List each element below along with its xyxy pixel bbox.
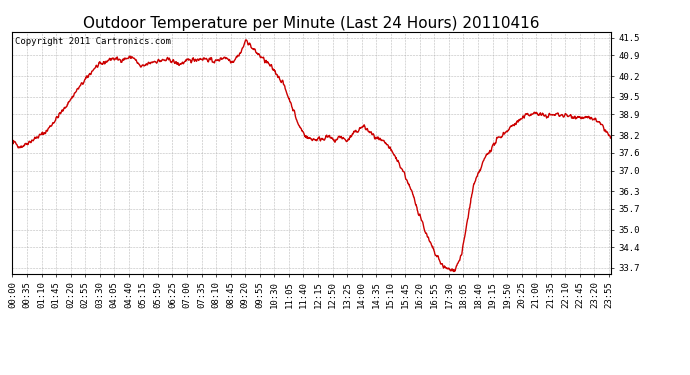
Text: Copyright 2011 Cartronics.com: Copyright 2011 Cartronics.com [15, 37, 171, 46]
Title: Outdoor Temperature per Minute (Last 24 Hours) 20110416: Outdoor Temperature per Minute (Last 24 … [83, 16, 540, 31]
